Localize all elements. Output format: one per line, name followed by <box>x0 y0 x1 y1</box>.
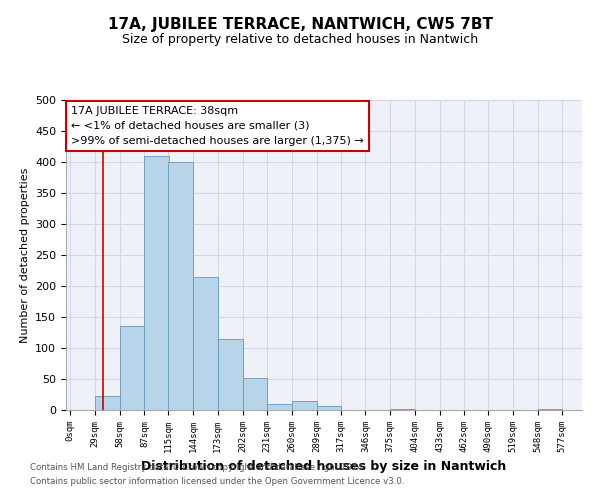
Bar <box>169 162 193 410</box>
Bar <box>292 400 317 410</box>
Text: Contains HM Land Registry data © Crown copyright and database right 2024.: Contains HM Land Registry data © Crown c… <box>30 464 365 472</box>
Bar <box>538 409 562 410</box>
Bar <box>218 338 242 410</box>
Bar <box>120 326 145 410</box>
Text: Contains public sector information licensed under the Open Government Licence v3: Contains public sector information licen… <box>30 477 404 486</box>
Bar <box>193 276 218 410</box>
Bar <box>95 396 120 410</box>
Bar <box>267 404 292 410</box>
Y-axis label: Number of detached properties: Number of detached properties <box>20 168 29 342</box>
Text: 17A, JUBILEE TERRACE, NANTWICH, CW5 7BT: 17A, JUBILEE TERRACE, NANTWICH, CW5 7BT <box>107 18 493 32</box>
X-axis label: Distribution of detached houses by size in Nantwich: Distribution of detached houses by size … <box>142 460 506 473</box>
Bar <box>145 156 169 410</box>
Bar <box>242 378 267 410</box>
Bar <box>390 409 415 410</box>
Text: 17A JUBILEE TERRACE: 38sqm
← <1% of detached houses are smaller (3)
>99% of semi: 17A JUBILEE TERRACE: 38sqm ← <1% of deta… <box>71 106 364 146</box>
Text: Size of property relative to detached houses in Nantwich: Size of property relative to detached ho… <box>122 32 478 46</box>
Bar <box>317 406 341 410</box>
